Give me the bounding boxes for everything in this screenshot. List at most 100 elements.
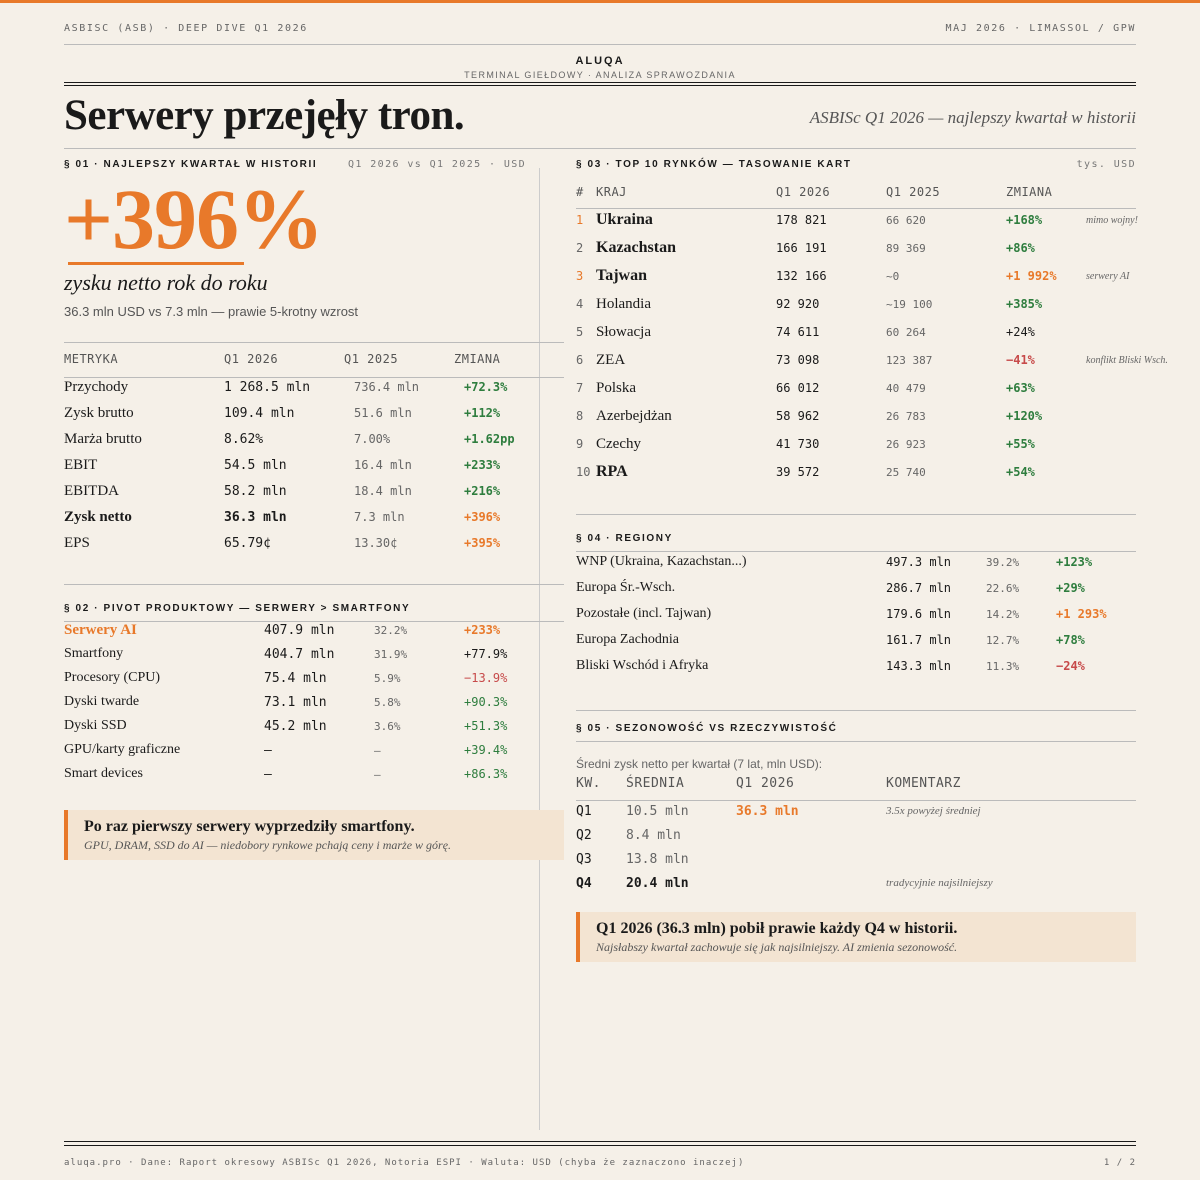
metric-name: EPS [64,534,90,551]
product-share: 3.6% [374,719,401,733]
product-share: 31.9% [374,647,408,661]
seasonality-table-header: KW. ŚREDNIA Q1 2026 KOMENTARZ [576,776,1086,791]
region-value: 497.3 mln [886,555,952,569]
region-name: Europa Zachodnia [576,632,680,647]
divider [64,377,564,378]
market-country: Azerbejdżan [596,407,672,424]
market-note: serwery AI [1086,270,1130,282]
big-kpi-value: +396% [64,171,324,267]
accent-top-bar [0,0,1200,3]
metric-q1-2025: 18.4 mln [354,484,412,498]
market-note: mimo wojny! [1086,214,1138,226]
product-value: — [264,742,272,758]
divider [576,208,1136,209]
column-header-q1-2025: Q1 2025 [886,185,941,199]
product-share: — [374,767,381,781]
market-country: Tajwan [596,267,647,284]
column-header-q1-2026: Q1 2026 [736,776,795,791]
product-share: 5.9% [374,671,401,685]
table-row: Europa Zachodnia 161.7 mln 12.7% +78% [576,630,1136,650]
metric-change: +233% [464,458,501,472]
region-value: 161.7 mln [886,633,952,647]
metric-q1-2026: 1 268.5 mln [224,379,311,395]
metric-name: EBITDA [64,482,119,499]
top-meta-left: ASBISC (ASB) · DEEP DIVE Q1 2026 [64,23,308,34]
region-change: +123% [1056,555,1093,569]
callout-subtitle: GPU, DRAM, SSD do AI — niedobory rynkowe… [84,838,452,852]
season-average: 10.5 mln [626,803,689,819]
product-change: +233% [464,623,501,637]
metric-name: Marża brutto [64,430,142,447]
season-comment: tradycyjnie najsilniejszy [886,877,993,889]
column-header-rank: # [576,185,584,199]
table-row: WNP (Ukraina, Kazachstan...) 497.3 mln 39.… [576,552,1136,572]
product-value: 407.9 mln [264,622,335,638]
product-change: +77.9% [464,647,508,661]
section-03-title: § 03 · TOP 10 RYNKÓW — TASOWANIE KART [576,159,852,170]
metric-name: Zysk brutto [64,404,134,421]
region-value: 179.6 mln [886,607,952,621]
table-row: Europa Śr.-Wsch. 286.7 mln 22.6% +29% [576,578,1136,598]
table-row: Q2 8.4 mln [576,825,1086,845]
page-subtitle: ASBISc Q1 2026 — najlepszy kwartał w his… [809,108,1136,127]
big-kpi-note: 36.3 mln USD vs 7.3 mln — prawie 5-krotn… [64,304,359,319]
market-change: +54% [1006,465,1035,479]
region-share: 39.2% [986,555,1020,569]
market-country: Czechy [596,435,641,452]
table-row: 1 Ukraina 178 821 66 620 +168% mimo wojny! [576,209,1176,231]
column-header-q1-2026: Q1 2026 [776,185,831,199]
region-change: +1 293% [1056,607,1107,621]
product-name: Dyski twarde [64,694,140,709]
table-row: Q4 20.4 mln tradycyjnie najsilniejszy [576,873,1086,893]
table-row: Pozostałe (incl. Tajwan) 179.6 mln 14.2% +1… [576,604,1136,624]
region-name: Pozostałe (incl. Tajwan) [576,606,712,621]
table-row: Smartfony 404.7 mln 31.9% +77.9% [64,644,544,664]
divider [64,584,564,585]
big-kpi-underline [68,262,244,265]
market-q1-2025: 89 369 [886,241,926,255]
divider [576,514,1136,515]
market-change: +24% [1006,325,1035,339]
section-04-title: § 04 · REGIONY [576,533,673,544]
metric-q1-2025: 736.4 mln [354,380,420,394]
market-q1-2026: 166 191 [776,241,827,255]
column-header-q1-2026: Q1 2026 [224,352,279,366]
metric-q1-2026: 8.62% [224,431,264,447]
callout-subtitle: Najsłabszy kwartał zachowuje się jak naj… [596,940,958,954]
region-value: 286.7 mln [886,581,952,595]
table-row: 7 Polska 66 012 40 479 +63% [576,377,1086,399]
market-country: ZEA [596,351,626,368]
product-value: 45.2 mln [264,718,327,734]
metric-q1-2025: 7.00% [354,432,391,446]
market-change: +63% [1006,381,1035,395]
market-rank: 3 [576,269,584,283]
product-value: 75.4 mln [264,670,327,686]
table-row: Smart devices — — +86.3% [64,764,544,784]
season-comment: 3.5x powyżej średniej [886,805,981,817]
footer-source: aluqa.pro · Dane: Raport okresowy ASBISc… [64,1158,745,1168]
market-note: konflikt Bliski Wsch. [1086,354,1168,366]
season-average: 20.4 mln [626,875,689,891]
divider [64,621,564,622]
column-header-q1-2025: Q1 2025 [344,352,399,366]
region-share: 12.7% [986,633,1020,647]
market-country: Holandia [596,295,651,312]
callout-servers: Po raz pierwszy serwery wyprzedziły smar… [64,810,564,860]
region-share: 22.6% [986,581,1020,595]
table-row: 4 Holandia 92 920 ~19 100 +385% [576,293,1086,315]
brand-subtitle: TERMINAL GIEŁDOWY · ANALIZA SPRAWOZDANIA [464,70,736,80]
section-03-meta: tys. USD [1076,159,1136,170]
table-row: Przychody 1 268.5 mln 736.4 mln +72.3% [64,377,554,397]
table-row: GPU/karty graficzne — — +39.4% [64,740,544,760]
season-average: 13.8 mln [626,851,689,867]
product-change: +39.4% [464,743,508,757]
big-kpi-label: zysku netto rok do roku [64,270,268,295]
product-name: Smart devices [64,766,143,781]
market-rank: 6 [576,353,584,367]
market-q1-2026: 92 920 [776,297,820,311]
product-share: 32.2% [374,623,408,637]
divider [64,44,1136,45]
market-rank: 9 [576,437,584,451]
table-row: Zysk brutto 109.4 mln 51.6 mln +112% [64,403,554,423]
market-rank: 5 [576,325,584,339]
